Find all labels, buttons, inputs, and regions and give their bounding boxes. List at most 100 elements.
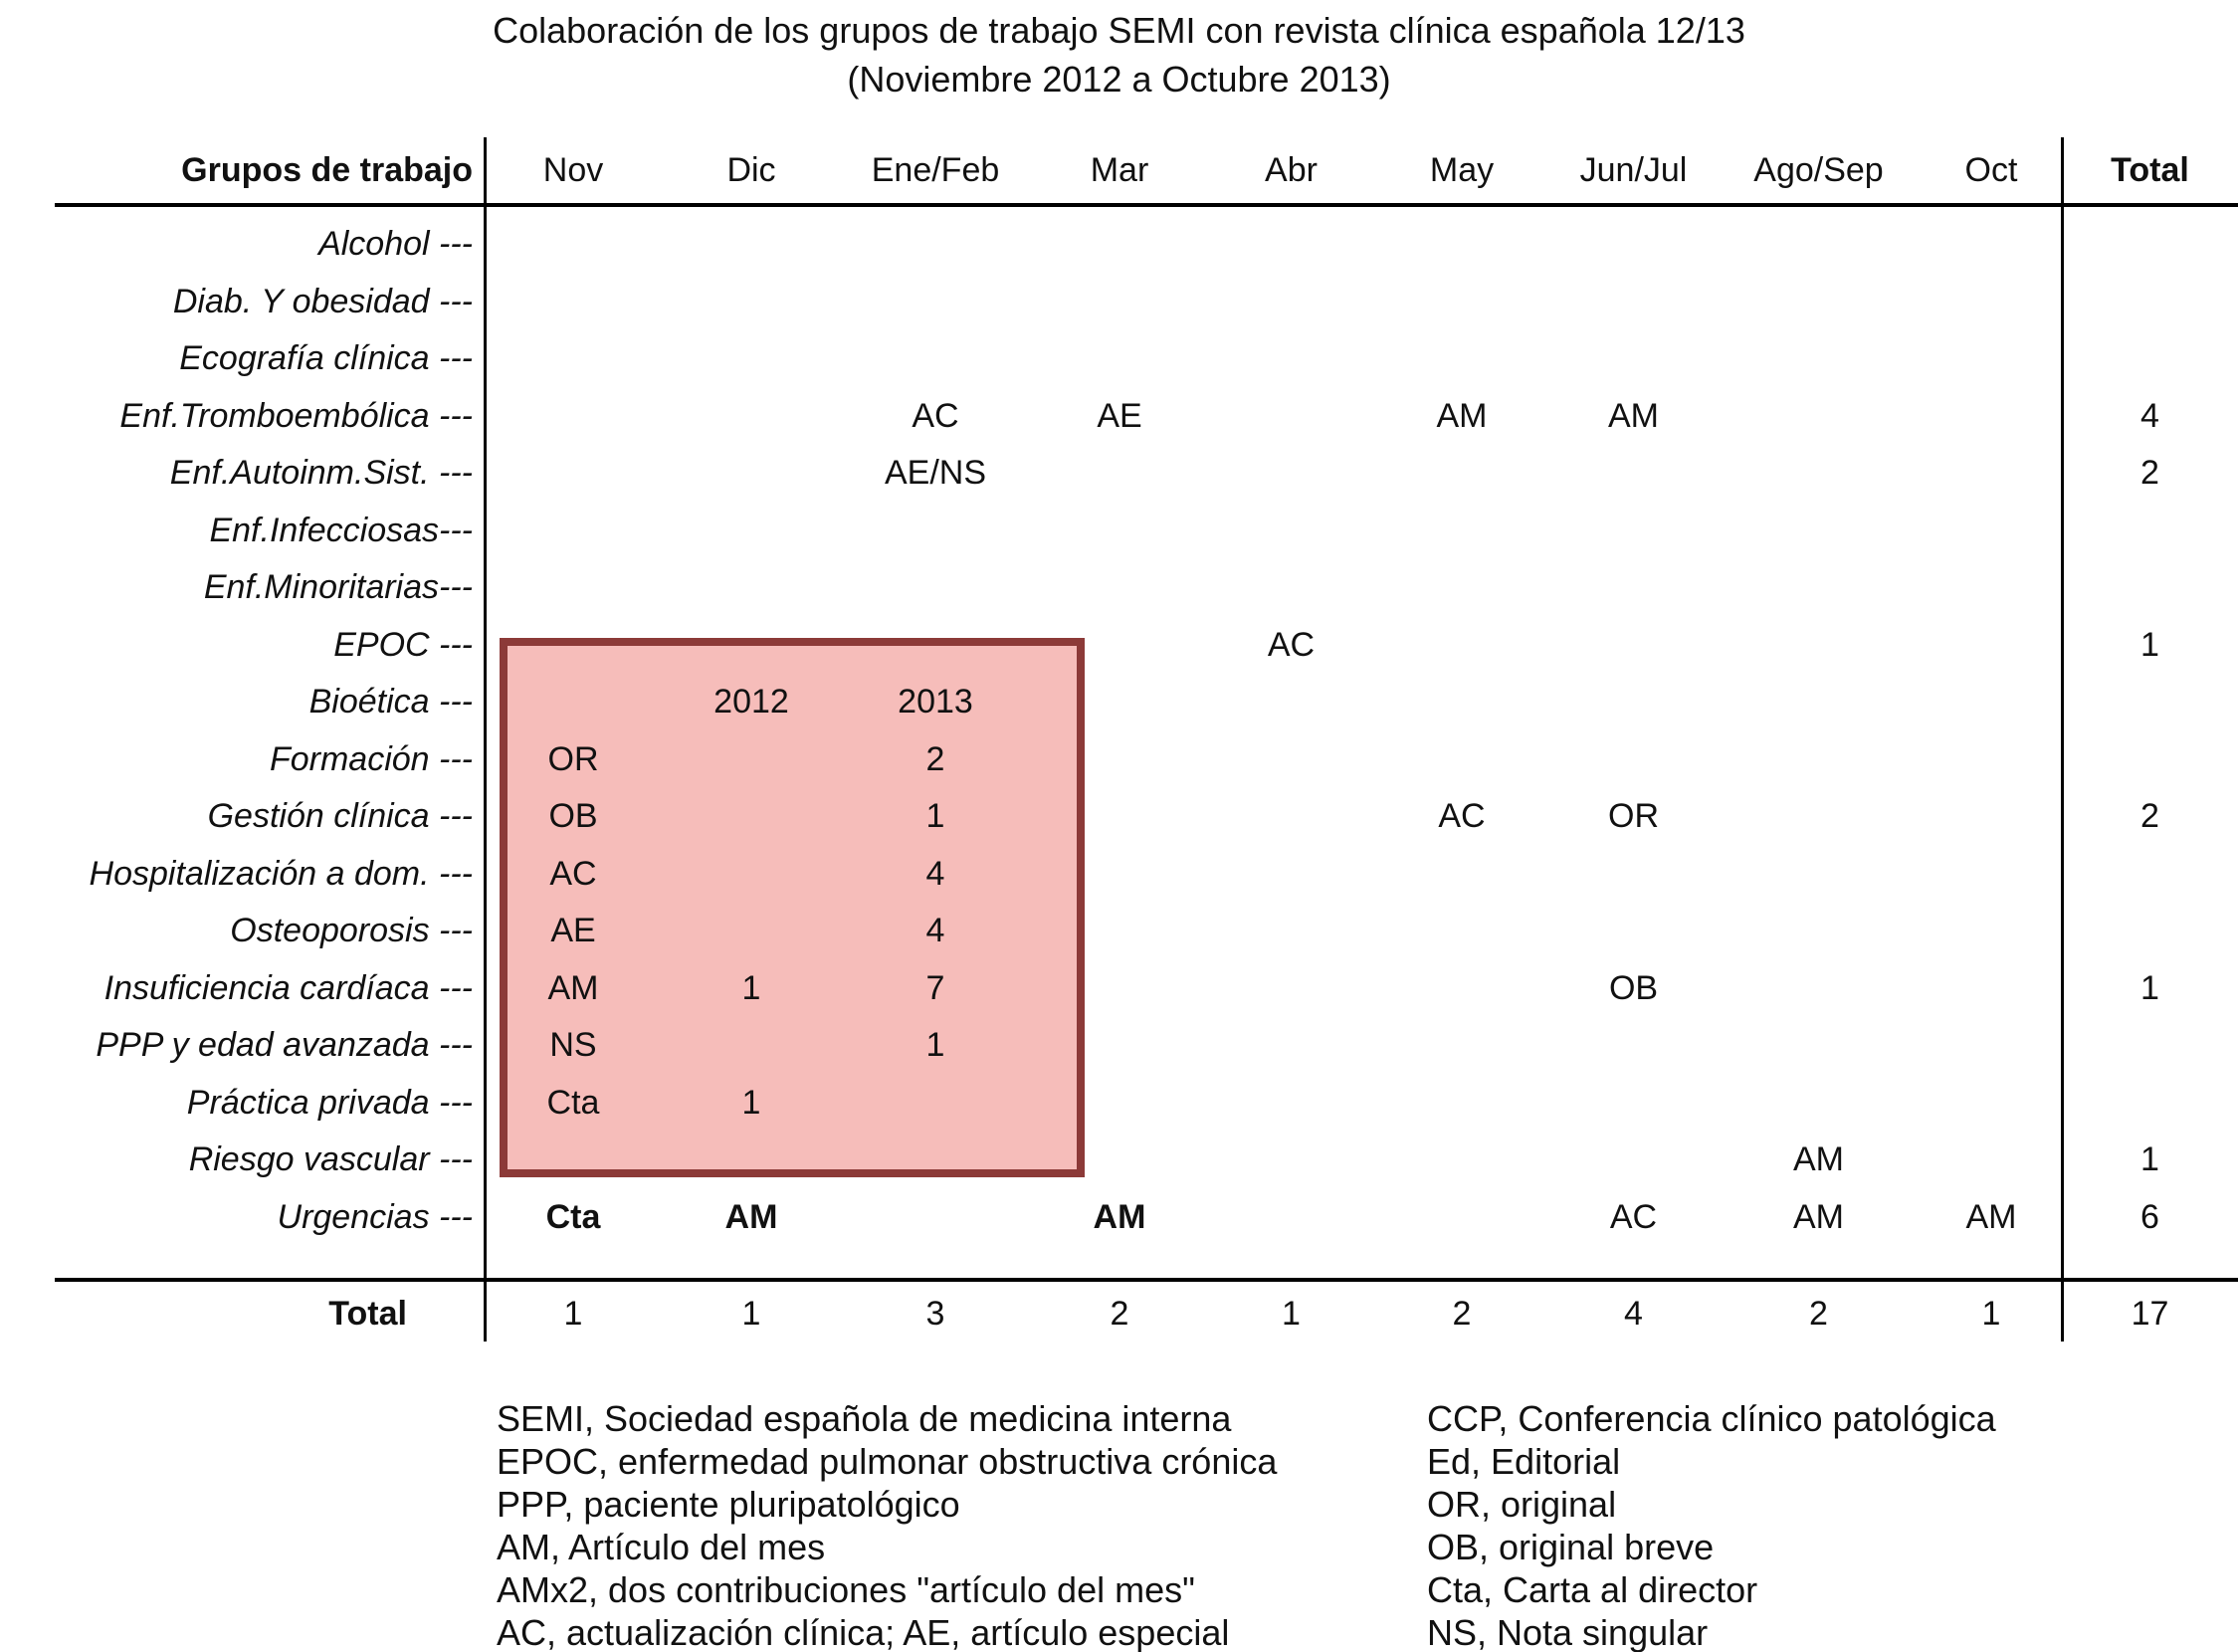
column-header-month: May: [1429, 150, 1495, 189]
summary-type-label: AE: [550, 912, 596, 950]
group-label: Práctica privada ---: [186, 1083, 473, 1122]
month-cell: AE: [1097, 396, 1142, 435]
table-row: Práctica privada ---: [0, 1075, 2238, 1133]
footnote-line: EPOC, enfermedad pulmonar obstructiva cr…: [497, 1441, 1278, 1482]
group-label: Enf.Minoritarias---: [203, 568, 473, 607]
column-total-cell: 4: [1624, 1294, 1643, 1333]
row-total-cell: 1: [2140, 968, 2159, 1007]
month-cell: AM: [1093, 1197, 1146, 1236]
month-cell: AC: [1609, 1197, 1658, 1236]
group-label: Osteoporosis ---: [230, 912, 473, 950]
column-total-cell: 2: [1809, 1294, 1828, 1333]
month-cell: AM: [1608, 396, 1659, 435]
table-row: Enf.Infecciosas---: [0, 503, 2238, 560]
summary-highlight-box: [500, 638, 1085, 1177]
total-row-label: Total: [328, 1294, 407, 1333]
table-row: Hospitalización a dom. ---: [0, 846, 2238, 904]
grand-total-cell: 17: [2131, 1294, 2169, 1333]
column-header-month: Oct: [1964, 150, 2018, 189]
summary-type-label: AC: [549, 854, 597, 893]
month-cell: AM: [1793, 1140, 1844, 1179]
table-row: PPP y edad avanzada ---: [0, 1017, 2238, 1075]
month-cell: AM: [724, 1197, 778, 1236]
summary-2013-value: 7: [925, 968, 945, 1007]
summary-type-label: AM: [547, 968, 599, 1007]
group-label: Diab. Y obesidad ---: [172, 282, 473, 320]
row-total-cell: 1: [2140, 625, 2159, 664]
month-cell: AC: [1267, 625, 1316, 664]
column-total-cell: 2: [1452, 1294, 1472, 1333]
column-header-month: Ene/Feb: [871, 150, 1000, 189]
column-header-month: Dic: [726, 150, 776, 189]
group-label: Hospitalización a dom. ---: [89, 854, 473, 893]
column-header-month: Mar: [1090, 150, 1149, 189]
group-label: Enf.Tromboembólica ---: [119, 396, 473, 435]
month-cell: Cta: [545, 1197, 601, 1236]
column-header-total: Total: [2111, 150, 2189, 189]
row-total-cell: 2: [2140, 797, 2159, 836]
column-total-cell: 3: [925, 1294, 945, 1333]
table-row: Alcohol ---: [0, 216, 2238, 274]
figure-title: Colaboración de los grupos de trabajo SE…: [0, 6, 2238, 103]
column-header-month: Nov: [542, 150, 604, 189]
footnote-line: CCP, Conferencia clínico patológica: [1427, 1398, 1996, 1439]
column-header-month: Jun/Jul: [1579, 150, 1688, 189]
column-total-cell: 1: [563, 1294, 583, 1333]
summary-2013-value: 4: [925, 854, 945, 893]
table-row: Ecografía clínica ---: [0, 330, 2238, 388]
table-row: Osteoporosis ---: [0, 903, 2238, 960]
row-total-cell: 6: [2140, 1197, 2159, 1236]
column-total-cell: 1: [1981, 1294, 2001, 1333]
table-row: Enf.Autoinm.Sist. --- AE/NS 2: [0, 445, 2238, 503]
table-row: EPOC --- AC 1: [0, 617, 2238, 675]
footnote-line: SEMI, Sociedad española de medicina inte…: [497, 1398, 1232, 1439]
table-row: Urgencias --- Cta AM AM AC AM AM 6: [0, 1189, 2238, 1247]
table-row: Diab. Y obesidad ---: [0, 274, 2238, 331]
figure-title-line1: Colaboración de los grupos de trabajo SE…: [493, 10, 1745, 51]
group-label: Alcohol ---: [318, 225, 473, 264]
footnotes-left-column: SEMI, Sociedad española de medicina inte…: [497, 1397, 1277, 1652]
summary-2012-value: 1: [741, 968, 761, 1007]
summary-2013-value: 1: [925, 797, 945, 836]
footnote-line: AC, actualización clínica; AE, artículo …: [497, 1612, 1230, 1652]
summary-2013-value: 1: [925, 1026, 945, 1065]
footnote-line: NS, Nota singular: [1427, 1612, 1709, 1652]
column-divider-left: [484, 137, 487, 1342]
group-label: EPOC ---: [333, 625, 473, 664]
group-label: Enf.Infecciosas---: [209, 511, 473, 549]
month-cell: AC: [912, 396, 959, 435]
table-row: Insuficiencia cardíaca --- OB 1: [0, 960, 2238, 1018]
footnote-line: Ed, Editorial: [1427, 1441, 1621, 1482]
column-header-month: Ago/Sep: [1753, 150, 1884, 189]
summary-year-2013-header: 2013: [898, 683, 973, 722]
footnote-line: OB, original breve: [1427, 1527, 1715, 1567]
footnote-line: PPP, paciente pluripatológico: [497, 1484, 960, 1525]
footnotes-right-column: CCP, Conferencia clínico patológica Ed, E…: [1427, 1397, 1996, 1652]
month-cell: AE/NS: [884, 454, 987, 493]
column-total-cell: 1: [741, 1294, 761, 1333]
figure-title-line2: (Noviembre 2012 a Octubre 2013): [847, 59, 1391, 100]
column-total-cell: 1: [1282, 1294, 1301, 1333]
footnote-line: AM, Artículo del mes: [497, 1527, 826, 1567]
group-label: Gestión clínica ---: [207, 797, 473, 836]
row-total-cell: 4: [2140, 396, 2159, 435]
summary-type-label: NS: [549, 1026, 597, 1065]
header-underline: [55, 203, 2238, 207]
summary-2012-value: 1: [741, 1083, 761, 1122]
table-total-row: Total 1 1 3 2 1 2 4 2 1 17: [0, 1286, 2238, 1342]
group-label: Enf.Autoinm.Sist. ---: [169, 454, 473, 493]
summary-2013-value: 4: [925, 912, 945, 950]
group-label: Riesgo vascular ---: [188, 1140, 473, 1179]
footnote-line: OR, original: [1427, 1484, 1617, 1525]
table-row: Bioética ---: [0, 674, 2238, 731]
summary-2013-value: 2: [925, 739, 945, 778]
table-row: Enf.Tromboembólica --- AC AE AM AM 4: [0, 388, 2238, 446]
summary-type-label: OB: [548, 797, 598, 836]
column-header-month: Abr: [1265, 150, 1318, 189]
month-cell: AM: [1793, 1197, 1844, 1236]
group-label: Formación ---: [269, 739, 473, 778]
row-group-header: Grupos de trabajo: [181, 150, 473, 189]
table-row: Enf.Minoritarias---: [0, 559, 2238, 617]
